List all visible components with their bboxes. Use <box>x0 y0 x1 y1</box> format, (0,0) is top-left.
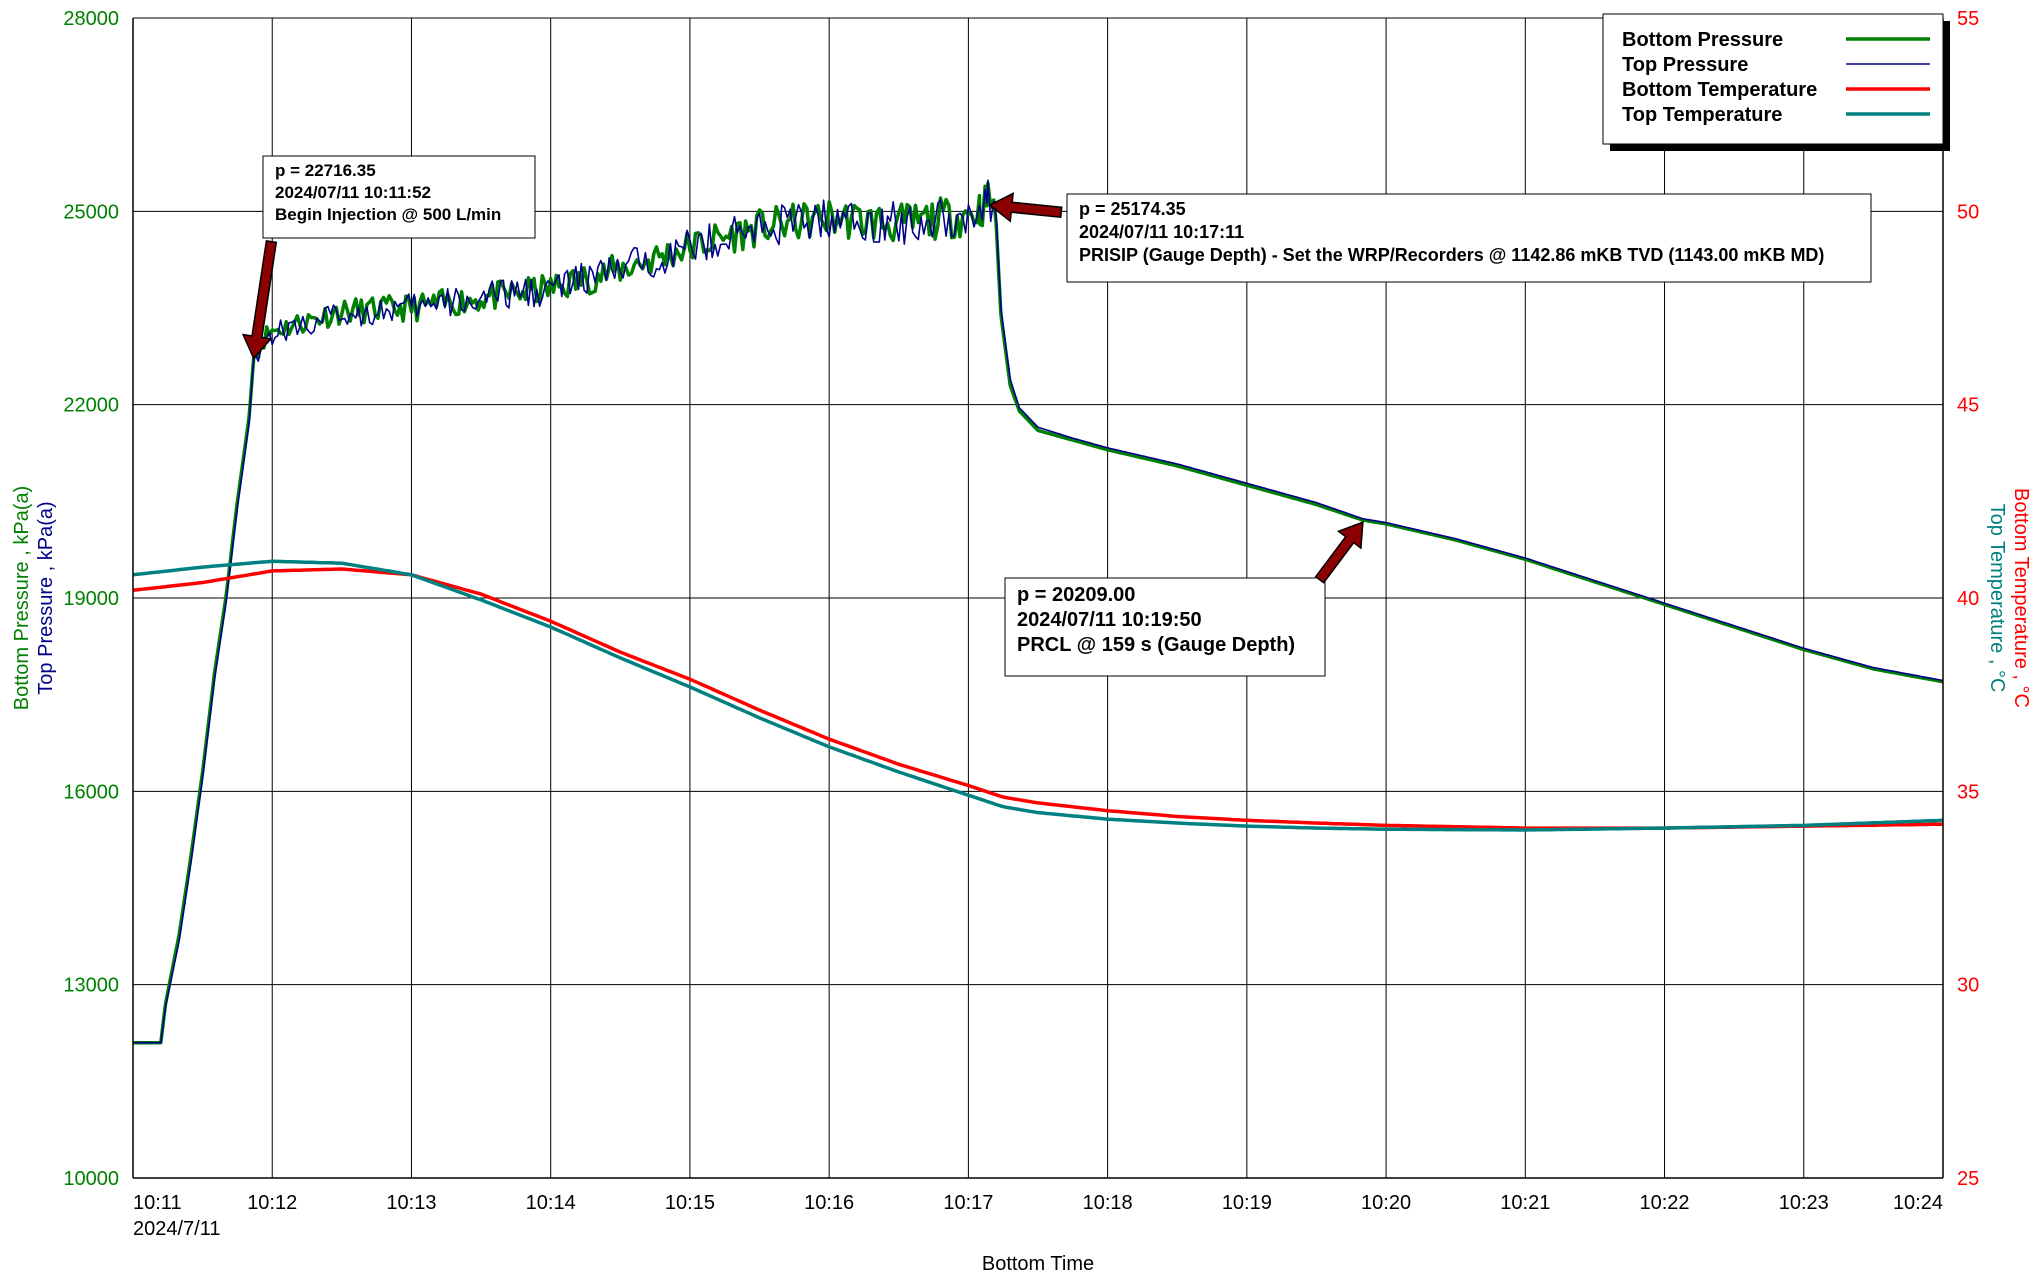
annotation-text: p = 20209.00 <box>1017 584 1135 606</box>
y-left-axis-title: Bottom Pressure , kPa(a) <box>11 486 33 711</box>
x-tick-label: 10:12 <box>247 1192 297 1214</box>
annotation-text: p = 25174.35 <box>1079 199 1186 219</box>
annotation-text: 2024/07/11 10:17:11 <box>1079 222 1244 242</box>
legend-label: Top Temperature <box>1622 104 1782 126</box>
y-right-tick-label: 40 <box>1957 588 1979 610</box>
legend-box <box>1602 13 1944 145</box>
y-right-axis-title: Top Temperature , °C <box>1986 504 2008 693</box>
y-right-tick-label: 55 <box>1957 8 1979 30</box>
y-left-tick-label: 25000 <box>63 201 119 223</box>
x-tick-label: 10:24 <box>1893 1192 1943 1214</box>
annotation-text: Begin Injection @ 500 L/min <box>275 205 501 224</box>
annotation-box <box>262 155 536 239</box>
x-tick-label: 10:19 <box>1222 1192 1272 1214</box>
annotation-arrow <box>1314 520 1364 584</box>
series-line-top-pressure <box>133 179 1944 1044</box>
y-right-axis-title: Bottom Temperature , °C <box>2010 488 2032 708</box>
legend-label: Bottom Temperature <box>1622 79 1817 101</box>
legend-label: Top Pressure <box>1622 54 1748 76</box>
y-right-tick-label: 45 <box>1957 395 1979 417</box>
y-left-tick-label: 16000 <box>63 781 119 803</box>
annotation-text: 2024/07/11 10:19:50 <box>1017 609 1202 631</box>
annotation-3: p = 20209.00 2024/07/11 10:19:50 PRCL @ 15… <box>1004 520 1364 677</box>
annotation-text: PRCL @ 159 s (Gauge Depth) <box>1017 634 1295 656</box>
annotation-box <box>1004 577 1326 677</box>
x-tick-label: 10:18 <box>1083 1192 1133 1214</box>
x-tick-label: 10:22 <box>1640 1192 1690 1214</box>
annotation-text: PRISIP (Gauge Depth) - Set the WRP/Recor… <box>1079 245 1824 265</box>
x-axis-title: Bottom Time <box>982 1253 1094 1272</box>
x-tick-label: 10:20 <box>1361 1192 1411 1214</box>
y-left-tick-label: 13000 <box>63 975 119 997</box>
annotations: p = 22716.35 2024/07/11 10:11:52 Begin Inj… <box>241 155 1872 677</box>
annotation-arrow <box>241 240 278 360</box>
y-left-axis-title: Top Pressure , kPa(a) <box>35 501 57 694</box>
series-line-bottom-pressure <box>133 181 1944 1045</box>
legend: Bottom Pressure Top Pressure Bottom Temper… <box>1602 13 1950 151</box>
y-right-tick-label: 30 <box>1957 975 1979 997</box>
y-left-tick-label: 22000 <box>63 395 119 417</box>
y-left-tick-label: 19000 <box>63 588 119 610</box>
annotation-text: p = 22716.35 <box>275 161 376 180</box>
annotation-1: p = 22716.35 2024/07/11 10:11:52 Begin Inj… <box>241 155 536 360</box>
y-right-tick-label: 25 <box>1957 1168 1979 1190</box>
x-tick-label: 10:14 <box>526 1192 576 1214</box>
x-date-label: 2024/7/11 <box>133 1218 221 1240</box>
x-tick-label: 10:17 <box>943 1192 993 1214</box>
y-left-tick-label: 10000 <box>63 1168 119 1190</box>
y-right-tick-label: 50 <box>1957 201 1979 223</box>
series-lines <box>132 179 1944 1045</box>
x-tick-label: 10:11 <box>133 1192 182 1214</box>
y-left-tick-label: 28000 <box>63 8 119 30</box>
annotation-2: p = 25174.35 2024/07/11 10:17:11 PRISIP (G… <box>988 192 1872 283</box>
x-tick-label: 10:21 <box>1500 1192 1550 1214</box>
x-tick-label: 10:23 <box>1779 1192 1829 1214</box>
x-tick-label: 10:15 <box>665 1192 715 1214</box>
annotation-box <box>1066 193 1872 283</box>
legend-label: Bottom Pressure <box>1622 29 1783 51</box>
annotation-text: 2024/07/11 10:11:52 <box>275 183 431 202</box>
axes: 10000 13000 16000 19000 22000 25000 28000 25 30 3… <box>11 8 2032 1275</box>
x-tick-label: 10:13 <box>386 1192 436 1214</box>
x-tick-label: 10:16 <box>804 1192 854 1214</box>
y-right-tick-label: 35 <box>1957 781 1979 803</box>
annotation-arrow <box>988 192 1063 223</box>
series-line-top-temperature <box>132 559 1944 832</box>
